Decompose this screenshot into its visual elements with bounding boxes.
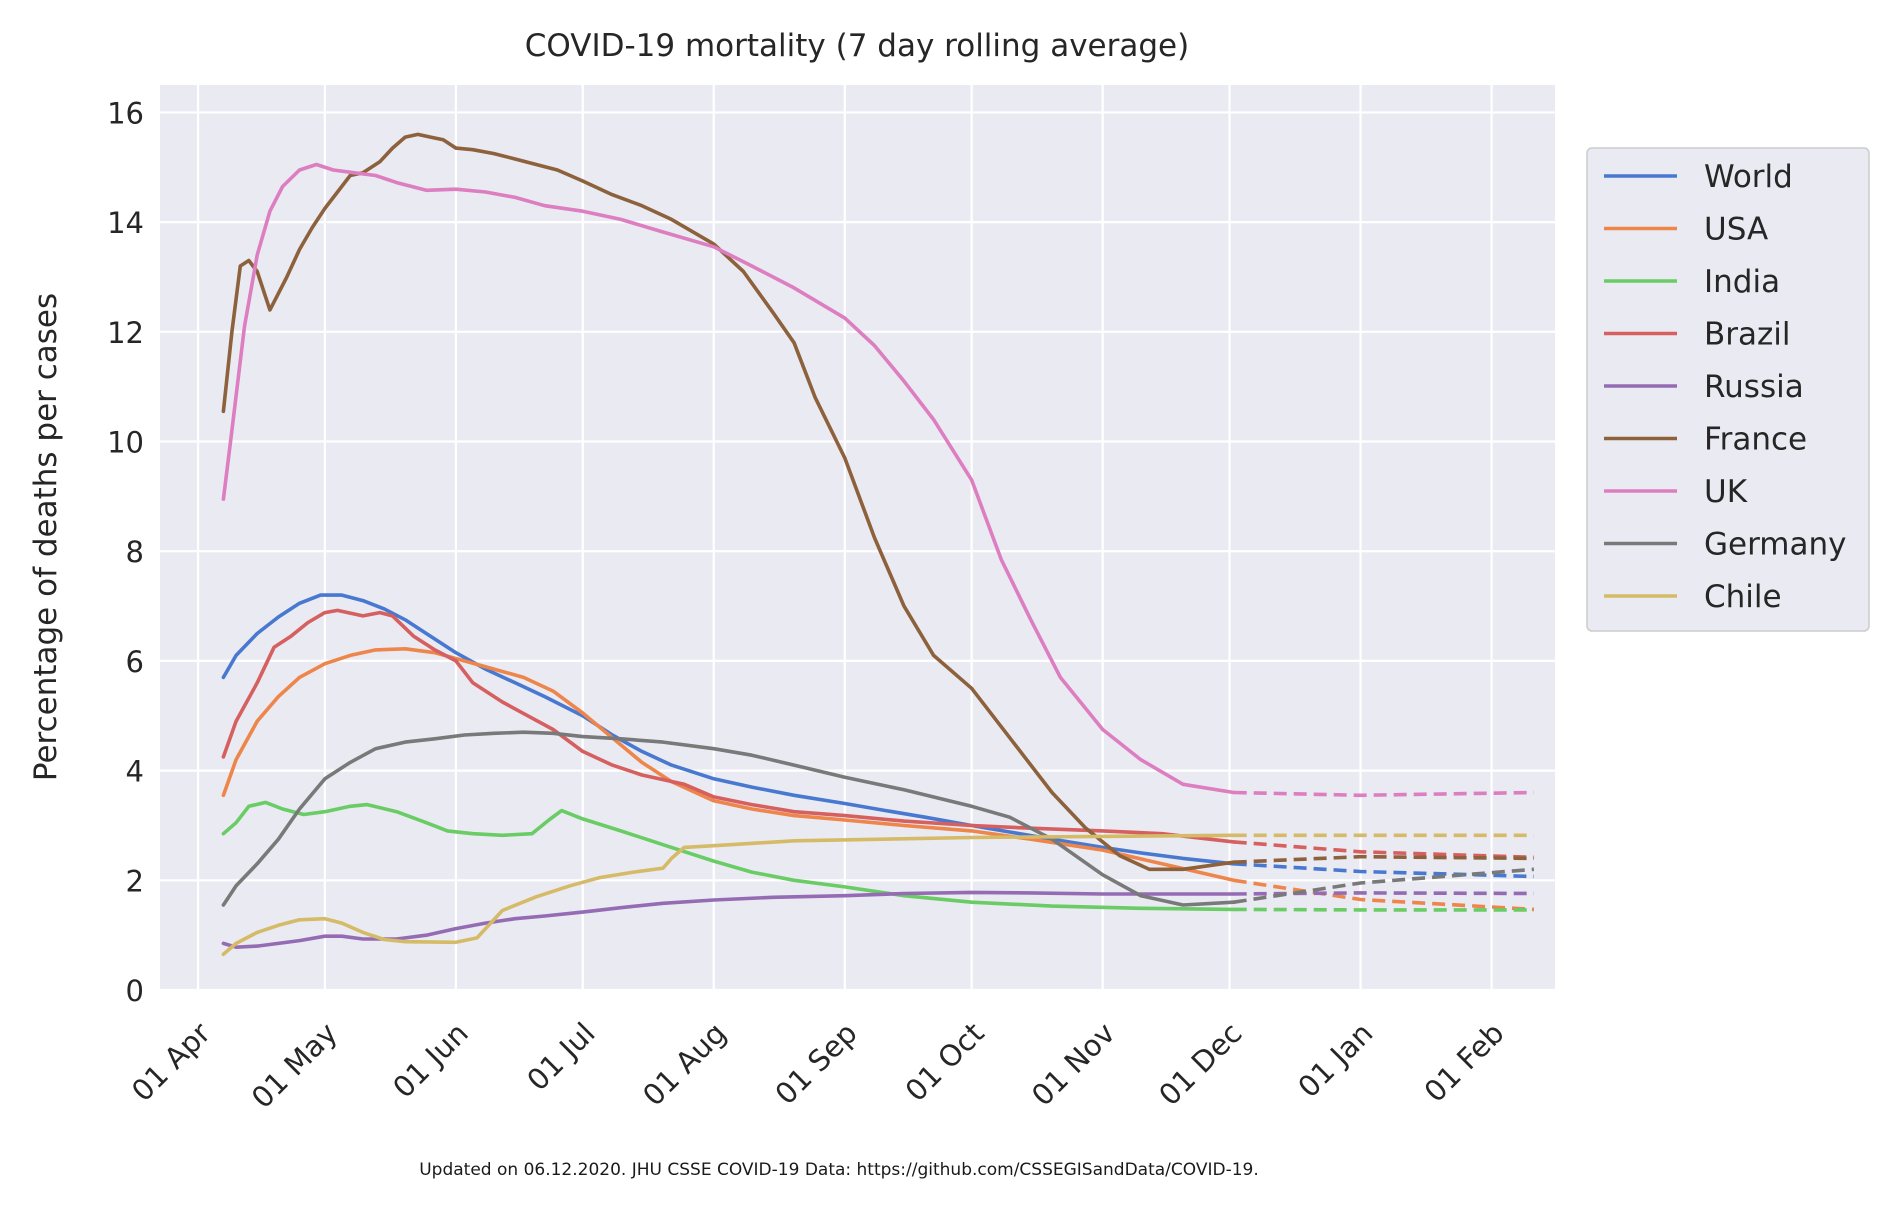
legend-label-france: France — [1704, 422, 1807, 458]
legend-label-germany: Germany — [1704, 527, 1846, 563]
x-tick-label: 01 Sep — [768, 1016, 863, 1111]
series-projection-brazil — [1233, 840, 1534, 860]
y-tick-label: 10 — [107, 426, 144, 460]
series-projection-russia — [1233, 891, 1534, 896]
series-line-usa — [221, 646, 1236, 883]
x-tick-label: 01 Aug — [636, 1016, 733, 1113]
legend-label-chile: Chile — [1704, 579, 1782, 615]
plot-area — [160, 85, 1555, 990]
y-tick-label: 4 — [126, 755, 144, 789]
x-tick-label: 01 Nov — [1025, 1016, 1122, 1113]
series-line-germany — [221, 730, 1236, 907]
grid-lines — [160, 85, 1555, 992]
y-tick-label: 16 — [107, 96, 144, 130]
x-tick-label: 01 May — [245, 1016, 344, 1115]
legend: World USA India Brazil Russia France UK Germany… — [1586, 147, 1870, 632]
x-tick-label: 01 Feb — [1418, 1016, 1511, 1109]
x-axis: 01 Apr 01 May 01 Jun 01 Jul 01 Aug 01 Sep 01 O… — [125, 1016, 1511, 1115]
x-tick-label: 01 Jul — [520, 1016, 601, 1097]
legend-label-india: India — [1704, 264, 1780, 300]
legend-label-uk: UK — [1704, 474, 1748, 510]
y-tick-label: 12 — [107, 316, 144, 350]
series-projection-uk — [1233, 790, 1534, 798]
series-projection-france — [1233, 854, 1534, 864]
legend-label-russia: Russia — [1704, 369, 1804, 405]
y-tick-label: 8 — [126, 535, 144, 569]
x-tick-label: 01 Dec — [1152, 1016, 1248, 1112]
series-line-chile — [221, 833, 1236, 957]
y-axis: 0 2 4 6 8 10 12 14 16 — [107, 96, 144, 1008]
series-projection-india — [1233, 907, 1534, 912]
x-tick-label: 01 Jan — [1291, 1016, 1379, 1104]
y-tick-label: 0 — [126, 974, 144, 1008]
series-line-uk — [221, 162, 1236, 795]
legend-label-usa: USA — [1704, 212, 1768, 248]
footer-note: Updated on 06.12.2020. JHU CSSE COVID-19… — [419, 1160, 1259, 1180]
y-tick-label: 2 — [126, 864, 144, 898]
y-tick-label: 6 — [126, 645, 144, 679]
x-tick-label: 01 Jun — [386, 1016, 475, 1105]
series-projection-germany — [1233, 867, 1535, 904]
series-group — [221, 132, 1535, 957]
legend-label-world: World — [1704, 159, 1793, 195]
chart-title: COVID-19 mortality (7 day rolling averag… — [525, 28, 1189, 64]
x-tick-label: 01 Apr — [125, 1016, 217, 1108]
legend-box — [1586, 147, 1870, 632]
series-projection-usa — [1233, 878, 1535, 912]
series-line-france — [221, 132, 1236, 872]
x-tick-label: 01 Oct — [898, 1016, 990, 1108]
series-line-brazil — [221, 608, 1236, 844]
legend-label-brazil: Brazil — [1704, 317, 1791, 353]
series-line-russia — [221, 890, 1236, 950]
y-axis-label: Percentage of deaths per cases — [28, 293, 64, 781]
y-tick-label: 14 — [107, 206, 144, 240]
